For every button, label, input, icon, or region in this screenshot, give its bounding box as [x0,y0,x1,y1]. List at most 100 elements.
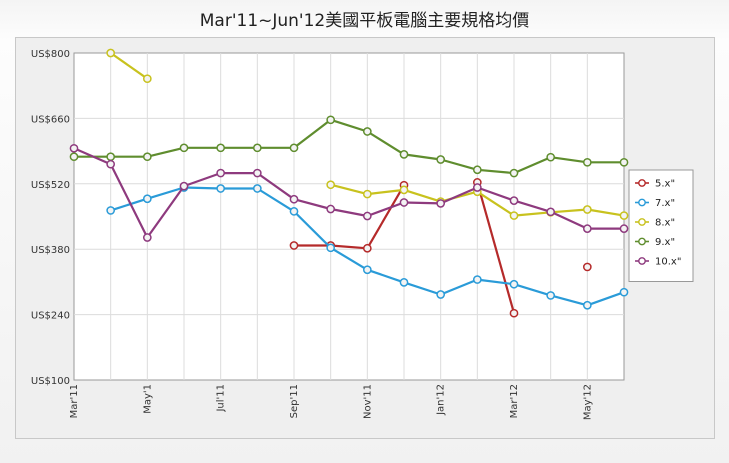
series-line [74,118,624,175]
x-tick-label: Mar'11 [69,384,80,418]
data-point [399,185,409,195]
data-point [252,168,262,178]
plot-area [73,52,625,381]
data-point [362,243,372,253]
data-point [546,152,556,162]
data-point [619,157,629,167]
data-point [546,291,556,300]
data-point [69,152,79,162]
data-point [106,206,116,215]
legend-marker [638,218,646,226]
data-point [142,152,152,162]
legend-item[interactable]: 8.x" [635,218,675,229]
data-point [252,184,262,193]
data-point [106,48,116,58]
data-point [326,180,336,190]
data-point [362,127,372,136]
y-tick-label: US$380 [31,245,70,256]
data-point [509,196,519,205]
legend-item[interactable]: 9.x" [635,237,675,248]
x-tick-label: Jul'11 [216,384,227,413]
data-point [509,168,519,178]
legend-item[interactable]: 5.x" [635,179,675,190]
y-tick-label: US$660 [31,114,70,125]
data-point [216,168,226,178]
series-line [476,182,516,314]
data-point [472,183,482,192]
data-point [472,275,482,284]
data-point [582,224,592,233]
series-2 [106,183,629,310]
data-point [216,143,226,153]
data-point [142,74,152,84]
legend[interactable]: 5.x" 7.x" 8.x" 9.x" 10.x" [628,169,694,282]
data-point [362,265,372,275]
legend-marker [638,237,646,246]
series-4 [69,115,629,178]
legend-marker [638,179,646,187]
data-point [582,205,592,214]
series-5 [69,143,629,242]
x-tick-label: Jan'12 [436,384,447,416]
legend-marker [638,198,646,207]
data-point [326,115,336,125]
data-point [106,159,116,169]
series-line [110,52,148,80]
data-point [546,207,556,217]
series-lines [69,48,629,318]
legend-item[interactable]: 10.x" [635,257,681,268]
x-tick-label: Mar'12 [509,384,520,418]
data-point [436,155,446,164]
data-point [472,165,482,175]
legend-label: 8.x" [655,218,675,229]
data-point [509,308,519,318]
data-point [69,143,79,153]
data-point [399,198,409,207]
legend-label: 10.x" [655,257,681,268]
data-point [106,152,116,162]
grid [73,52,625,381]
data-point [179,181,189,191]
y-tick-label: US$520 [31,180,70,191]
x-tick-label: Nov'11 [362,384,373,419]
data-point [509,211,519,220]
data-point [619,287,629,297]
series-line [294,184,405,250]
x-tick-label: May'12 [582,384,593,420]
legend-label: 7.x" [655,198,675,209]
data-point [142,194,152,204]
series-line [73,147,624,239]
x-tick-label: Sep'11 [289,384,300,418]
data-point [289,241,299,250]
data-point [252,143,262,153]
data-point [362,211,372,221]
data-point [362,189,372,199]
legend-label: 5.x" [655,179,675,190]
x-tick-label: May'1 [142,384,153,414]
y-tick-label: US$800 [31,49,70,60]
y-tick-label: US$240 [31,311,70,322]
data-point [289,143,299,153]
legend-item[interactable]: 7.x" [635,198,675,209]
data-point [289,194,299,204]
data-point [582,300,592,310]
legend-marker [638,257,646,265]
data-point [436,290,446,299]
data-point [289,207,299,216]
data-point [179,143,189,153]
data-point [326,243,336,253]
data-point [142,233,152,242]
y-axis: US$100 US$240 US$380 US$520 US$660 US$800 [31,49,70,387]
data-point [582,262,592,272]
y-tick-label: US$100 [31,376,70,387]
data-point [619,211,629,220]
chart-title: Mar'11~Jun'12美國平板電腦主要規格均價 [199,11,530,31]
data-point [582,157,592,167]
data-point [326,204,336,214]
data-point [216,184,226,193]
data-point [399,278,409,287]
legend-label: 9.x" [655,237,675,248]
data-point [399,150,409,159]
data-point [619,224,629,233]
data-point [436,199,446,208]
